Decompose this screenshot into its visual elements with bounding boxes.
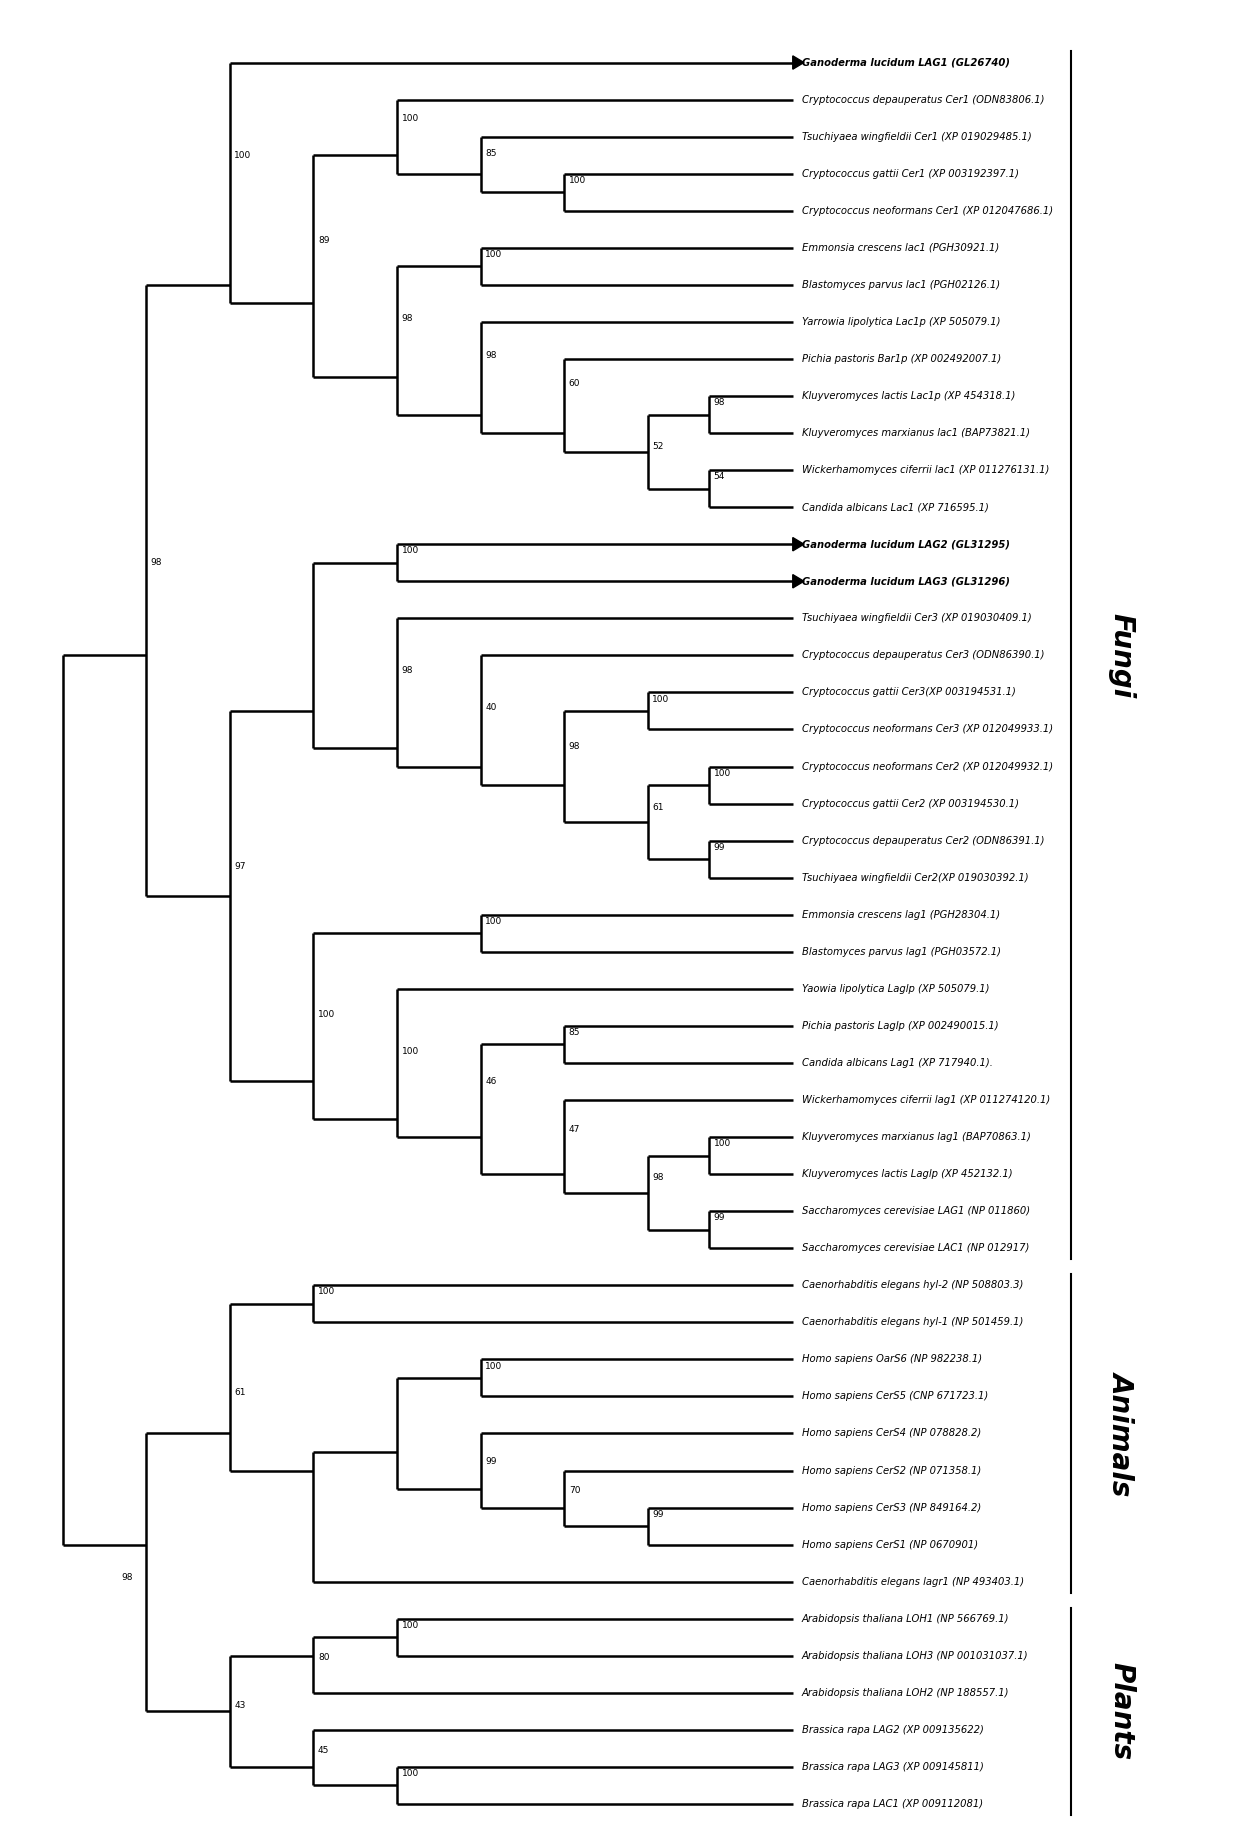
Text: 54: 54 [714,473,725,480]
Text: 85: 85 [485,150,497,157]
Text: 52: 52 [652,442,663,451]
Text: Brassica rapa LAG2 (XP 009135622): Brassica rapa LAG2 (XP 009135622) [802,1724,983,1735]
Text: Cryptococcus depauperatus Cer2 (ODN86391.1): Cryptococcus depauperatus Cer2 (ODN86391… [802,835,1044,846]
Text: 100: 100 [485,1362,502,1371]
Text: 43: 43 [234,1702,246,1709]
Text: Homo sapiens CerS3 (NP 849164.2): Homo sapiens CerS3 (NP 849164.2) [802,1502,981,1512]
Text: Cryptococcus depauperatus Cer1 (ODN83806.1): Cryptococcus depauperatus Cer1 (ODN83806… [802,94,1044,105]
Text: 98: 98 [402,665,413,675]
Text: Yarrowia lipolytica Lac1p (XP 505079.1): Yarrowia lipolytica Lac1p (XP 505079.1) [802,316,1001,327]
Text: Cryptococcus neoformans Cer2 (XP 012049932.1): Cryptococcus neoformans Cer2 (XP 0120499… [802,761,1053,771]
Text: 61: 61 [234,1388,246,1397]
Polygon shape [792,575,804,588]
Text: Cryptococcus neoformans Cer1 (XP 012047686.1): Cryptococcus neoformans Cer1 (XP 0120476… [802,205,1053,216]
Text: Emmonsia crescens lac1 (PGH30921.1): Emmonsia crescens lac1 (PGH30921.1) [802,242,999,253]
Text: 100: 100 [402,113,419,122]
Text: Tsuchiyaea wingfieldii Cer1 (XP 019029485.1): Tsuchiyaea wingfieldii Cer1 (XP 01902948… [802,131,1032,142]
Text: Wickerhamomyces ciferrii lac1 (XP 011276131.1): Wickerhamomyces ciferrii lac1 (XP 011276… [802,466,1049,475]
Polygon shape [792,538,804,551]
Text: 85: 85 [569,1027,580,1037]
Text: Tsuchiyaea wingfieldii Cer3 (XP 019030409.1): Tsuchiyaea wingfieldii Cer3 (XP 01903040… [802,614,1032,623]
Text: 100: 100 [317,1288,335,1297]
Text: Ganoderma lucidum LAG2 (GL31295): Ganoderma lucidum LAG2 (GL31295) [802,540,1009,549]
Text: Blastomyces parvus lac1 (PGH02126.1): Blastomyces parvus lac1 (PGH02126.1) [802,279,999,290]
Text: Kluyveromyces marxianus lac1 (BAP73821.1): Kluyveromyces marxianus lac1 (BAP73821.1… [802,429,1029,438]
Text: 80: 80 [317,1654,330,1661]
Text: Cryptococcus depauperatus Cer3 (ODN86390.1): Cryptococcus depauperatus Cer3 (ODN86390… [802,650,1044,660]
Text: Cryptococcus neoformans Cer3 (XP 012049933.1): Cryptococcus neoformans Cer3 (XP 0120499… [802,724,1053,734]
Text: 97: 97 [234,861,246,870]
Text: 98: 98 [402,314,413,323]
Text: Yaowia lipolytica Laglp (XP 505079.1): Yaowia lipolytica Laglp (XP 505079.1) [802,983,990,994]
Polygon shape [792,55,804,68]
Text: Blastomyces parvus lag1 (PGH03572.1): Blastomyces parvus lag1 (PGH03572.1) [802,946,1001,957]
Text: Arabidopsis thaliana LOH1 (NP 566769.1): Arabidopsis thaliana LOH1 (NP 566769.1) [802,1613,1009,1624]
Text: 99: 99 [714,843,725,852]
Text: Animals: Animals [1107,1371,1136,1495]
Text: Pichia pastoris Laglp (XP 002490015.1): Pichia pastoris Laglp (XP 002490015.1) [802,1020,998,1031]
Text: Arabidopsis thaliana LOH3 (NP 001031037.1): Arabidopsis thaliana LOH3 (NP 001031037.… [802,1650,1028,1661]
Text: 45: 45 [317,1746,330,1756]
Text: 100: 100 [485,249,502,259]
Text: Kluyveromyces lactis Laglp (XP 452132.1): Kluyveromyces lactis Laglp (XP 452132.1) [802,1170,1012,1179]
Text: 100: 100 [485,917,502,926]
Text: Kluyveromyces marxianus lag1 (BAP70863.1): Kluyveromyces marxianus lag1 (BAP70863.1… [802,1133,1030,1142]
Text: Kluyveromyces lactis Lac1p (XP 454318.1): Kluyveromyces lactis Lac1p (XP 454318.1) [802,392,1016,401]
Text: 47: 47 [569,1125,580,1135]
Text: 60: 60 [569,379,580,388]
Text: Brassica rapa LAC1 (XP 009112081): Brassica rapa LAC1 (XP 009112081) [802,1798,983,1809]
Text: 100: 100 [402,1621,419,1630]
Text: 100: 100 [402,547,419,556]
Text: 100: 100 [402,1769,419,1778]
Text: 40: 40 [485,702,496,711]
Text: Homo sapiens CerS2 (NP 071358.1): Homo sapiens CerS2 (NP 071358.1) [802,1465,981,1475]
Text: Fungi: Fungi [1107,614,1136,699]
Text: 98: 98 [569,741,580,750]
Text: 99: 99 [652,1510,663,1519]
Text: Plants: Plants [1107,1663,1136,1761]
Text: 98: 98 [151,558,162,567]
Text: Caenorhabditis elegans hyl-2 (NP 508803.3): Caenorhabditis elegans hyl-2 (NP 508803.… [802,1281,1023,1290]
Text: Arabidopsis thaliana LOH2 (NP 188557.1): Arabidopsis thaliana LOH2 (NP 188557.1) [802,1687,1009,1698]
Text: Homo sapiens CerS5 (CNP 671723.1): Homo sapiens CerS5 (CNP 671723.1) [802,1392,988,1401]
Text: 100: 100 [569,176,587,185]
Text: 98: 98 [122,1573,133,1582]
Text: Caenorhabditis elegans lagr1 (NP 493403.1): Caenorhabditis elegans lagr1 (NP 493403.… [802,1576,1024,1587]
Text: 99: 99 [714,1214,725,1222]
Text: Emmonsia crescens lag1 (PGH28304.1): Emmonsia crescens lag1 (PGH28304.1) [802,909,999,920]
Text: Candida albicans Lac1 (XP 716595.1): Candida albicans Lac1 (XP 716595.1) [802,503,988,512]
Text: 89: 89 [317,237,330,246]
Text: 100: 100 [714,1138,730,1148]
Text: Ganoderma lucidum LAG3 (GL31296): Ganoderma lucidum LAG3 (GL31296) [802,577,1009,586]
Text: 98: 98 [652,1173,663,1183]
Text: 100: 100 [402,1048,419,1057]
Text: Homo sapiens CerS4 (NP 078828.2): Homo sapiens CerS4 (NP 078828.2) [802,1429,981,1438]
Text: Cryptococcus gattii Cer3(XP 003194531.1): Cryptococcus gattii Cer3(XP 003194531.1) [802,687,1016,697]
Text: Saccharomyces cerevisiae LAC1 (NP 012917): Saccharomyces cerevisiae LAC1 (NP 012917… [802,1244,1029,1253]
Text: Cryptococcus gattii Cer1 (XP 003192397.1): Cryptococcus gattii Cer1 (XP 003192397.1… [802,168,1019,179]
Text: Homo sapiens OarS6 (NP 982238.1): Homo sapiens OarS6 (NP 982238.1) [802,1355,982,1364]
Text: 46: 46 [485,1077,496,1087]
Text: Saccharomyces cerevisiae LAG1 (NP 011860): Saccharomyces cerevisiae LAG1 (NP 011860… [802,1207,1029,1216]
Text: Ganoderma lucidum LAG1 (GL26740): Ganoderma lucidum LAG1 (GL26740) [802,57,1009,68]
Text: Brassica rapa LAG3 (XP 009145811): Brassica rapa LAG3 (XP 009145811) [802,1761,983,1772]
Text: 100: 100 [317,1011,335,1020]
Text: Candida albicans Lag1 (XP 717940.1).: Candida albicans Lag1 (XP 717940.1). [802,1057,992,1068]
Text: 100: 100 [652,695,670,704]
Text: Homo sapiens CerS1 (NP 0670901): Homo sapiens CerS1 (NP 0670901) [802,1539,978,1550]
Text: 61: 61 [652,802,663,811]
Text: Caenorhabditis elegans hyl-1 (NP 501459.1): Caenorhabditis elegans hyl-1 (NP 501459.… [802,1318,1023,1327]
Text: 99: 99 [485,1456,497,1465]
Text: Wickerhamomyces ciferrii lag1 (XP 011274120.1): Wickerhamomyces ciferrii lag1 (XP 011274… [802,1096,1050,1105]
Text: Tsuchiyaea wingfieldii Cer2(XP 019030392.1): Tsuchiyaea wingfieldii Cer2(XP 019030392… [802,872,1028,883]
Text: 70: 70 [569,1486,580,1495]
Text: 98: 98 [485,351,497,360]
Text: Cryptococcus gattii Cer2 (XP 003194530.1): Cryptococcus gattii Cer2 (XP 003194530.1… [802,798,1019,809]
Text: 98: 98 [714,397,725,407]
Text: 100: 100 [234,152,252,159]
Text: 100: 100 [714,769,730,778]
Text: Pichia pastoris Bar1p (XP 002492007.1): Pichia pastoris Bar1p (XP 002492007.1) [802,355,1001,364]
